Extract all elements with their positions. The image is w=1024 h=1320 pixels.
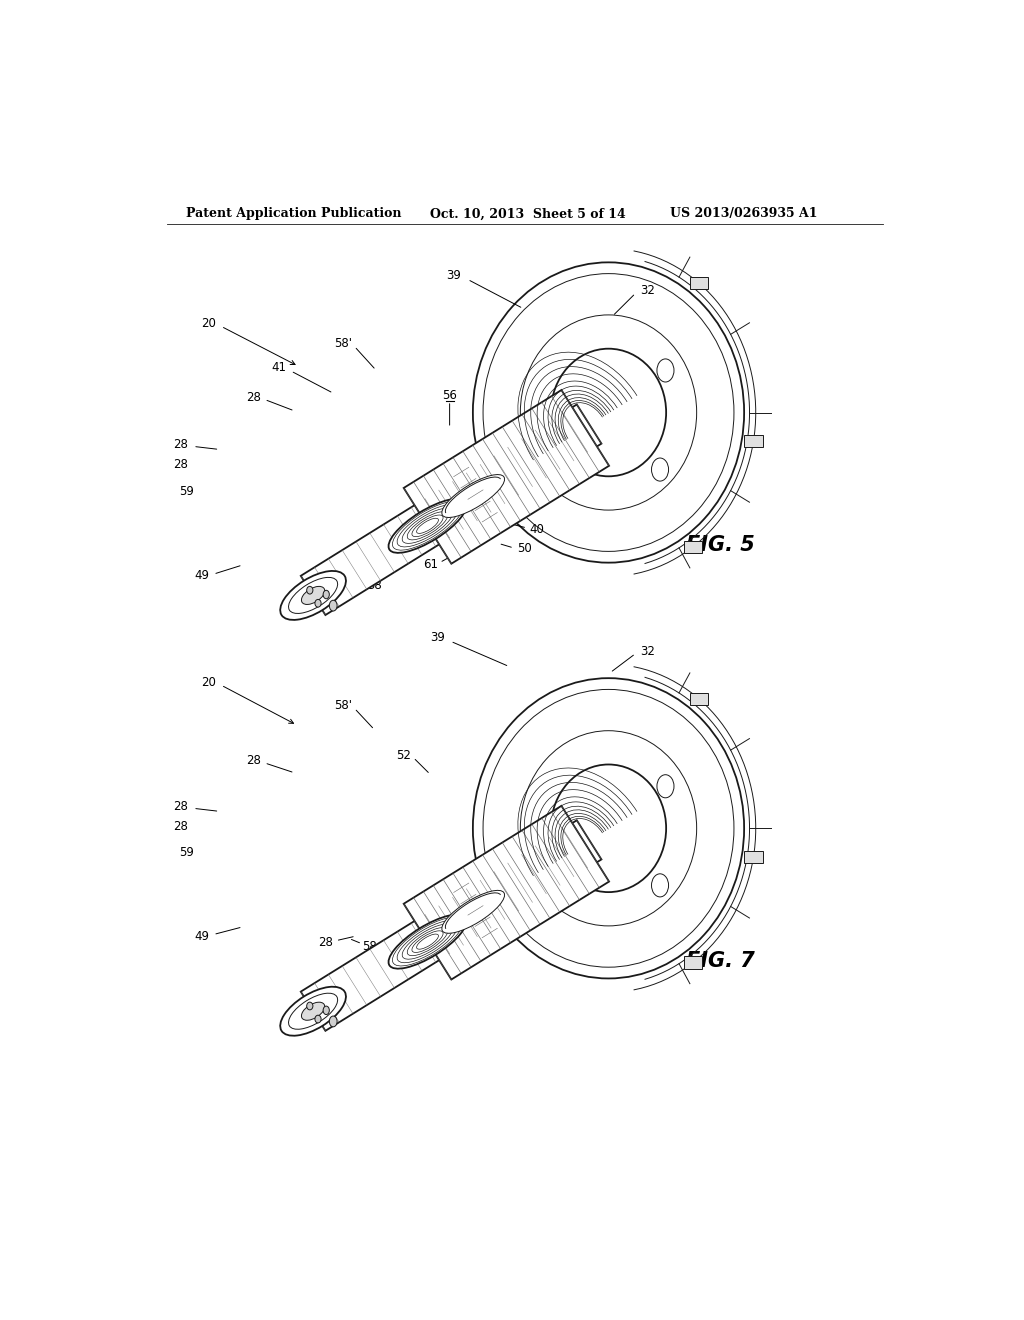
FancyBboxPatch shape (690, 277, 709, 289)
Text: 58: 58 (367, 579, 382, 593)
Polygon shape (301, 820, 601, 1031)
Ellipse shape (388, 915, 467, 969)
Ellipse shape (657, 359, 674, 381)
Text: Patent Application Publication: Patent Application Publication (186, 207, 401, 220)
Text: FIG. 5: FIG. 5 (686, 535, 755, 554)
Polygon shape (403, 805, 609, 979)
Ellipse shape (441, 475, 505, 517)
Text: 49: 49 (195, 929, 209, 942)
Ellipse shape (315, 599, 322, 607)
Ellipse shape (301, 586, 325, 605)
Text: 28: 28 (173, 800, 188, 813)
Ellipse shape (551, 348, 667, 477)
Ellipse shape (307, 1002, 313, 1010)
Ellipse shape (441, 891, 505, 933)
Ellipse shape (307, 586, 313, 594)
Text: 49: 49 (195, 569, 209, 582)
FancyBboxPatch shape (744, 850, 763, 863)
Text: 61: 61 (418, 929, 432, 942)
Text: 28: 28 (246, 754, 261, 767)
Ellipse shape (483, 273, 734, 552)
Ellipse shape (657, 775, 674, 797)
Text: 39: 39 (430, 631, 445, 644)
Text: 28: 28 (173, 820, 188, 833)
Ellipse shape (324, 1006, 330, 1015)
Text: 39: 39 (446, 269, 461, 282)
Text: 61: 61 (423, 557, 437, 570)
Text: 41: 41 (271, 362, 287, 375)
Ellipse shape (289, 577, 338, 614)
Text: 32: 32 (640, 284, 654, 297)
Text: US 2013/0263935 A1: US 2013/0263935 A1 (671, 207, 818, 220)
Text: 28: 28 (318, 936, 333, 949)
Text: 28: 28 (173, 458, 188, 471)
Text: 28: 28 (173, 438, 188, 451)
Text: 20: 20 (201, 317, 216, 330)
Ellipse shape (315, 1015, 322, 1023)
Text: 52: 52 (395, 748, 411, 762)
Ellipse shape (301, 1002, 325, 1020)
Ellipse shape (330, 601, 337, 611)
Polygon shape (301, 404, 601, 615)
Text: 40: 40 (529, 523, 545, 536)
Text: Oct. 10, 2013  Sheet 5 of 14: Oct. 10, 2013 Sheet 5 of 14 (430, 207, 626, 220)
Ellipse shape (473, 263, 744, 562)
Text: FIG. 7: FIG. 7 (686, 950, 755, 970)
Ellipse shape (473, 678, 744, 978)
Ellipse shape (281, 572, 346, 620)
Text: 58: 58 (362, 940, 377, 953)
FancyBboxPatch shape (690, 693, 709, 705)
Text: 28: 28 (246, 391, 261, 404)
Text: 32: 32 (640, 644, 654, 657)
Text: 42: 42 (484, 921, 500, 935)
FancyBboxPatch shape (684, 957, 702, 969)
Text: 28: 28 (338, 578, 352, 591)
Ellipse shape (651, 458, 669, 480)
Ellipse shape (520, 731, 696, 925)
FancyBboxPatch shape (684, 541, 702, 553)
Ellipse shape (651, 874, 669, 896)
Ellipse shape (330, 1016, 337, 1027)
FancyBboxPatch shape (744, 434, 763, 447)
Ellipse shape (551, 764, 667, 892)
Ellipse shape (520, 315, 696, 510)
Text: 50: 50 (517, 543, 532, 556)
Ellipse shape (388, 499, 467, 553)
Ellipse shape (324, 590, 330, 599)
Text: 20: 20 (201, 676, 216, 689)
Polygon shape (403, 389, 609, 564)
Text: 59: 59 (178, 846, 194, 859)
Ellipse shape (289, 993, 338, 1030)
Ellipse shape (483, 689, 734, 968)
Text: 58': 58' (335, 698, 352, 711)
Text: 58': 58' (335, 337, 352, 350)
Text: 56: 56 (442, 389, 457, 403)
Text: 59: 59 (178, 484, 194, 498)
Ellipse shape (281, 987, 346, 1036)
